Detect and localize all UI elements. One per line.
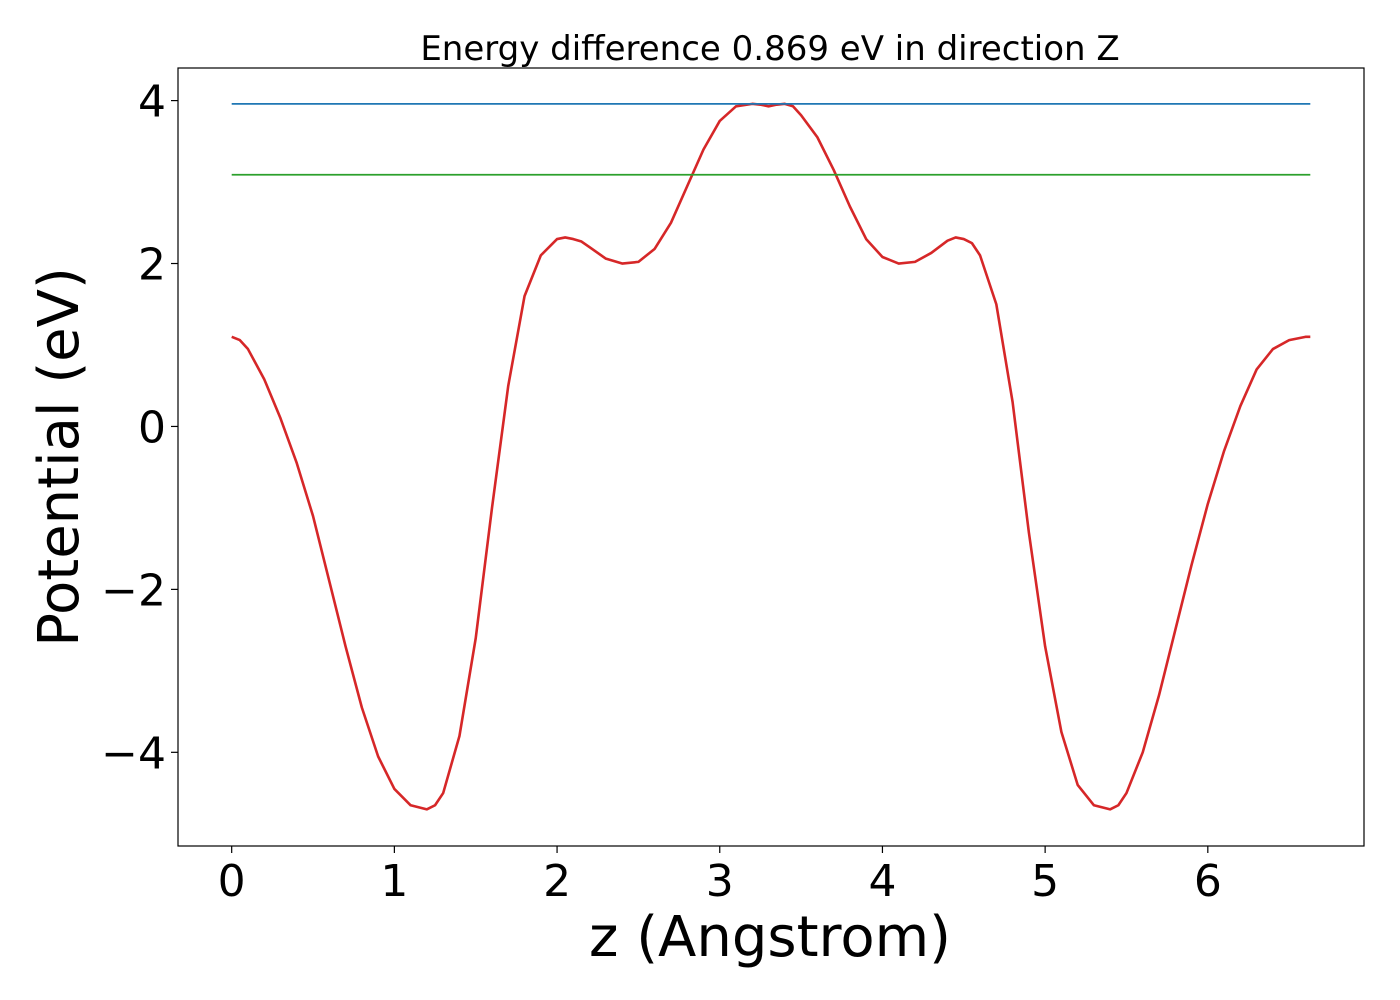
- plot-frame: [177, 67, 1365, 847]
- y-tick-label: 0: [138, 402, 166, 453]
- x-tick-label: 2: [543, 856, 571, 907]
- y-tick-label: −2: [101, 565, 166, 616]
- x-tick-label: 3: [706, 856, 734, 907]
- x-tick-label: 1: [380, 856, 408, 907]
- x-tick-label: 5: [1031, 856, 1059, 907]
- x-tick-label: 6: [1194, 856, 1222, 907]
- y-tick-label: −4: [101, 728, 166, 779]
- x-tick-label: 4: [868, 856, 896, 907]
- x-tick-label: 0: [218, 856, 246, 907]
- x-axis-ticks: 0 1 2 3 4 5 6: [218, 846, 1222, 907]
- y-tick-label: 4: [138, 77, 166, 128]
- x-axis-label: z (Angstrom): [589, 905, 951, 970]
- series-line-0: [231, 102, 1311, 811]
- series-group: [231, 102, 1311, 811]
- y-axis-label: Potential (eV): [27, 267, 92, 647]
- y-axis-ticks: −4 −2 0 2 4: [101, 77, 178, 779]
- y-tick-label: 2: [138, 240, 166, 291]
- chart-title: Energy difference 0.869 eV in direction …: [420, 29, 1119, 69]
